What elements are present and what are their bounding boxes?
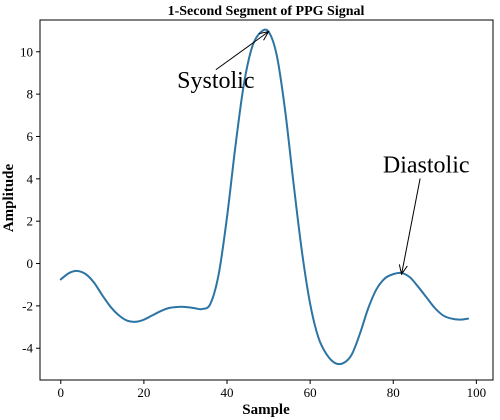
y-axis-label: Amplitude xyxy=(1,163,17,232)
y-tick-label: 10 xyxy=(20,44,33,59)
annotation-arrow-line xyxy=(401,178,421,275)
y-tick-label: -2 xyxy=(22,298,33,313)
annotation-arrow-line xyxy=(215,31,269,71)
chart-title: 1-Second Segment of PPG Signal xyxy=(168,4,365,19)
x-tick-label: 80 xyxy=(387,385,400,400)
y-tick-label: 4 xyxy=(27,171,34,186)
x-tick-label: 40 xyxy=(221,385,234,400)
x-tick-label: 0 xyxy=(58,385,65,400)
plot-area: 0 20 40 60 80 100 -4 -2 0 2 4 6 8 10 Systolic Diastolic xyxy=(20,19,494,400)
y-tick-label: 6 xyxy=(27,129,34,144)
x-axis-label: Sample xyxy=(242,402,290,418)
x-tick-label: 100 xyxy=(467,385,487,400)
y-tick-label: 2 xyxy=(27,214,34,229)
y-tick-label: -4 xyxy=(22,341,33,356)
diastolic-annotation: Diastolic xyxy=(383,152,470,178)
annotation-arrow-head xyxy=(258,30,270,41)
series-line xyxy=(59,28,470,366)
y-tick-label: 0 xyxy=(27,256,34,271)
systolic-annotation: Systolic xyxy=(177,68,254,94)
x-tick-label: 60 xyxy=(304,385,317,400)
x-tick-label: 20 xyxy=(137,385,150,400)
plot-frame xyxy=(39,19,494,381)
y-tick-label: 8 xyxy=(27,87,34,102)
annotation-arrow-head xyxy=(398,264,408,276)
